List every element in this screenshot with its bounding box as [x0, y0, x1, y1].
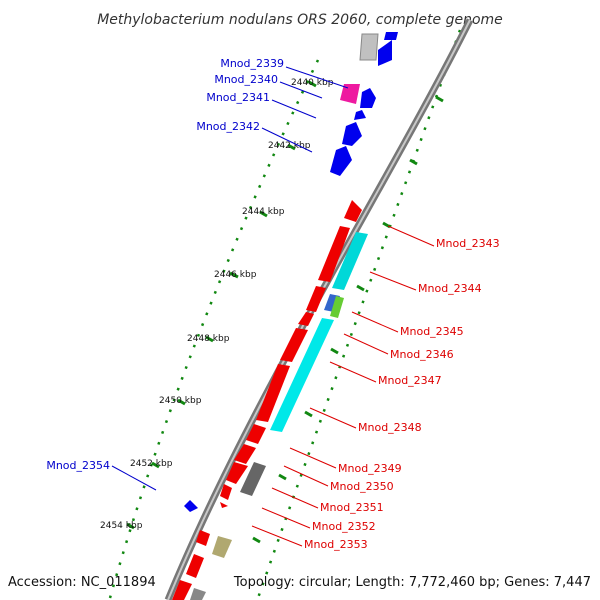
gene-arrow[interactable] [330, 146, 352, 176]
feature-block[interactable] [190, 588, 206, 600]
forward-gene-labels: Mnod_2339 Mnod_2340 Mnod_2341 Mnod_2342 … [46, 57, 284, 472]
gene-arrow[interactable] [306, 286, 326, 312]
reverse-gene-labels: Mnod_2343 Mnod_2344 Mnod_2345 Mnod_2346 … [304, 237, 500, 551]
gene-label[interactable]: Mnod_2341 [206, 91, 270, 104]
tick-label: 2448 kbp [187, 334, 230, 344]
gene-label[interactable]: Mnod_2339 [220, 57, 284, 70]
tick-label: 2442 kbp [268, 141, 311, 151]
feature-block[interactable] [332, 232, 368, 290]
gene-label[interactable]: Mnod_2343 [436, 237, 500, 250]
gene-arrow[interactable] [220, 502, 228, 508]
gene-arrow[interactable] [172, 580, 192, 600]
gene-arrow[interactable] [184, 500, 198, 512]
feature-block[interactable] [270, 318, 334, 432]
scale-ticks [126, 80, 317, 530]
gene-label[interactable]: Mnod_2351 [320, 501, 384, 514]
gene-label[interactable]: Mnod_2354 [46, 459, 110, 472]
tick-label: 2444 kbp [242, 207, 285, 217]
gene-arrow[interactable] [220, 484, 232, 500]
genome-summary-text: Topology: circular; Length: 7,772,460 bp… [233, 575, 591, 590]
gene-arrow[interactable] [196, 530, 210, 546]
gene-label[interactable]: Mnod_2350 [330, 480, 394, 493]
forward-strand-features [184, 32, 398, 512]
gene-arrow[interactable] [340, 84, 360, 104]
gene-arrow[interactable] [246, 424, 266, 444]
tick-label: 2446 kbp [214, 270, 257, 280]
gene-arrow[interactable] [384, 32, 398, 40]
gene-arrow[interactable] [360, 88, 376, 108]
feature-block[interactable] [330, 296, 344, 318]
gene-arrow[interactable] [359, 33, 379, 61]
gene-arrow[interactable] [378, 40, 392, 66]
gene-arrow[interactable] [186, 554, 204, 578]
genome-backbone-highlight [167, 19, 471, 600]
scale-tick-labels: 2440 kbp 2442 kbp 2444 kbp 2446 kbp 2448… [100, 78, 334, 531]
reverse-strand-features [172, 200, 368, 600]
tick-label: 2450 kbp [159, 396, 202, 406]
forward-leader-lines [111, 66, 349, 491]
gene-label[interactable]: Mnod_2347 [378, 374, 442, 387]
accession-text: Accession: NC_011894 [8, 575, 156, 590]
tick-label: 2454 kbp [100, 521, 143, 531]
gene-label[interactable]: Mnod_2345 [400, 325, 464, 338]
gene-arrow[interactable] [344, 200, 362, 222]
feature-block[interactable] [212, 536, 232, 558]
reverse-leader-lines [251, 225, 435, 547]
gene-label[interactable]: Mnod_2352 [312, 520, 376, 533]
gene-arrow[interactable] [318, 226, 350, 282]
map-title: Methylobacterium nodulans ORS 2060, comp… [97, 12, 503, 28]
gene-arrow[interactable] [354, 110, 366, 120]
tick-label: 2452 kbp [130, 459, 173, 469]
gene-arrow[interactable] [256, 364, 290, 422]
gene-label[interactable]: Mnod_2344 [418, 282, 482, 295]
gene-label[interactable]: Mnod_2348 [358, 421, 422, 434]
feature-block[interactable] [240, 462, 266, 496]
gene-arrow[interactable] [226, 462, 248, 484]
gene-label[interactable]: Mnod_2353 [304, 538, 368, 551]
tick-label: 2440 kbp [291, 78, 334, 88]
gene-arrow[interactable] [280, 328, 308, 362]
outer-ring-ticks [252, 95, 444, 544]
gene-arrow[interactable] [234, 444, 256, 464]
gene-label[interactable]: Mnod_2342 [196, 120, 260, 133]
gene-label[interactable]: Mnod_2349 [338, 462, 402, 475]
gene-arrow[interactable] [298, 312, 314, 326]
gene-label[interactable]: Mnod_2340 [214, 73, 278, 86]
gene-label[interactable]: Mnod_2346 [390, 348, 454, 361]
gene-arrow[interactable] [342, 122, 362, 146]
